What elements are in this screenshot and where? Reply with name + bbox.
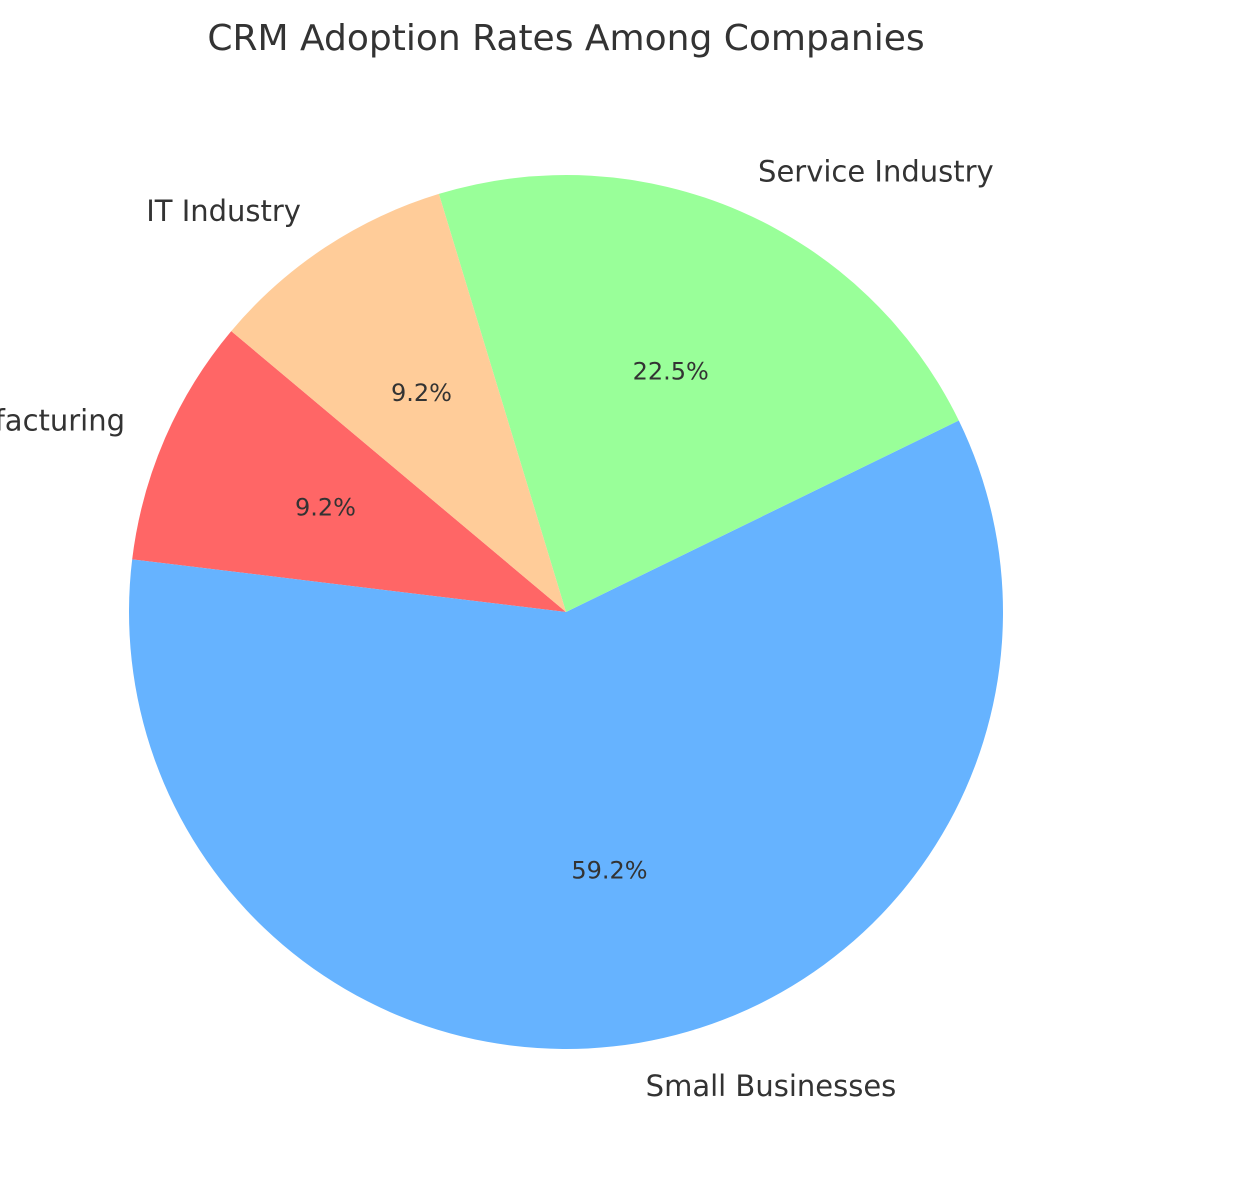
- pie-slice-it-industry: [231, 193, 566, 612]
- pie-slices: [129, 174, 1003, 1050]
- pie-slice-manufacturing: [132, 331, 566, 612]
- percent-label-small-businesses: 59.2%: [571, 857, 647, 885]
- pie-slice-small-businesses: [129, 420, 1003, 1050]
- category-label-it-industry: IT Industry: [146, 194, 301, 228]
- pie-slice-service-industry: [438, 174, 959, 612]
- percent-label-it-industry: 9.2%: [391, 379, 452, 407]
- percent-label-service-industry: 22.5%: [633, 358, 709, 386]
- category-label-service-industry: Service Industry: [758, 154, 994, 188]
- percent-label-manufacturing: 9.2%: [295, 494, 356, 522]
- category-labels: Manufacturing Small Businesses Service Ind…: [0, 154, 994, 1103]
- category-label-manufacturing: Manufacturing: [0, 404, 125, 438]
- percent-labels: 9.2% 59.2% 22.5% 9.2%: [295, 358, 709, 885]
- chart-title: CRM Adoption Rates Among Companies: [207, 18, 924, 59]
- category-label-small-businesses: Small Businesses: [646, 1069, 897, 1103]
